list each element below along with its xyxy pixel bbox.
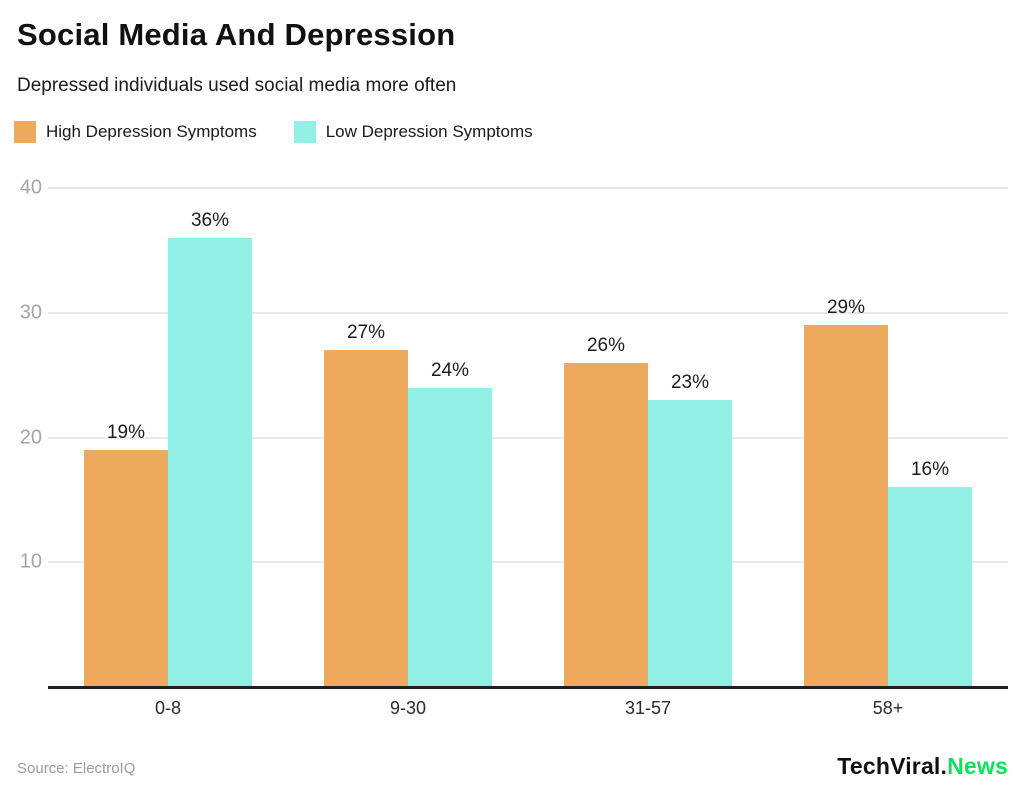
x-tick-label-31-57: 31-57 [624,698,672,718]
page-subtitle: Depressed individuals used social media … [17,75,457,96]
bar-low-9-30 [408,388,492,687]
bar-low-58+ [888,487,972,687]
bar-low-0-8 [168,238,252,687]
value-label-high-58+: 29% [826,297,866,318]
x-axis-line [48,686,1008,689]
brand-logo-black: TechViral. [837,753,948,779]
source-note: Source: ElectroIQ [17,760,136,777]
legend-item-low-depression: Low Depression Symptoms [293,121,533,143]
y-tick-label-10: 10 [19,550,42,573]
y-tick-label-30: 30 [19,301,42,324]
brand-logo-green: News [947,753,1008,779]
value-label-high-9-30: 27% [346,322,386,343]
value-label-high-31-57: 26% [586,335,626,356]
grid-line-10 [48,561,1008,564]
legend-swatch-low-icon [293,121,316,143]
legend-label-low: Low Depression Symptoms [325,122,533,141]
x-tick-label-58+: 58+ [872,698,904,718]
grid-line-40 [48,187,1008,189]
value-label-low-58+: 16% [910,459,950,480]
value-label-low-31-57: 23% [670,372,710,393]
value-label-low-0-8: 36% [190,210,230,231]
grid-line-20 [48,436,1008,439]
legend-label-high: High Depression Symptoms [46,122,257,141]
x-tick-label-0-8: 0-8 [154,698,182,718]
bar-high-9-30 [324,350,408,687]
grid-line-30 [48,311,1008,314]
y-tick-label-20: 20 [19,426,42,448]
legend-swatch-high-icon [14,121,36,143]
bar-high-58+ [804,325,888,687]
legend-item-high-depression: High Depression Symptoms [14,121,257,143]
y-tick-label-40: 40 [19,176,42,199]
brand-logo: TechViral.News [837,753,1008,780]
bar-high-31-57 [564,363,648,687]
bar-low-31-57 [648,400,732,687]
bar-high-0-8 [84,450,168,687]
x-tick-label-9-30: 9-30 [389,698,427,718]
page-title: Social Media And Depression [17,17,456,52]
legend: High Depression Symptoms Low Depression … [14,121,533,143]
value-label-low-9-30: 24% [430,360,470,381]
value-label-high-0-8: 19% [106,422,146,443]
